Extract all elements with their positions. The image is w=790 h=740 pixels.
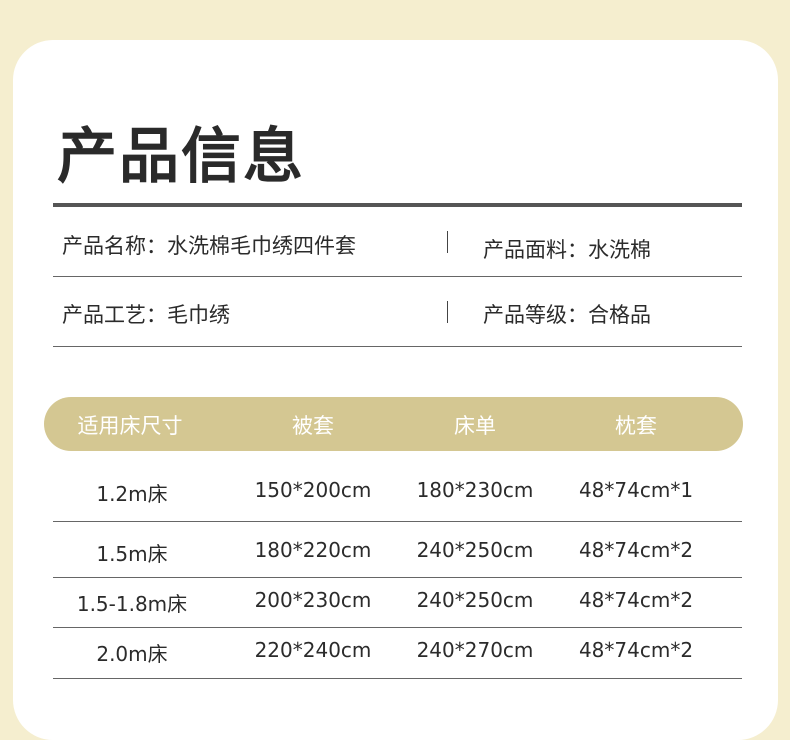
cell-duvet: 150*200cm [254,478,372,502]
product-fabric: 产品面料：水洗棉 [483,238,651,262]
title-divider [53,203,742,207]
cell-sheet: 240*270cm [416,638,534,662]
cell-bed-size: 2.0m床 [96,642,168,666]
product-grade: 产品等级：合格品 [483,303,651,327]
cell-bed-size: 1.2m床 [96,482,168,506]
cell-sheet: 180*230cm [416,478,534,502]
row-divider [53,678,742,679]
separator [447,231,448,253]
header-sheet: 床单 [454,414,496,438]
product-info-card [13,40,778,740]
size-table-header: 适用床尺寸 被套 床单 枕套 [44,397,743,451]
row-divider [53,577,742,578]
header-duvet: 被套 [292,414,334,438]
cell-pillowcase: 48*74cm*2 [578,538,694,562]
cell-duvet: 200*230cm [254,588,372,612]
product-craft: 产品工艺：毛巾绣 [62,303,230,327]
row-divider [53,627,742,628]
cell-bed-size: 1.5m床 [96,542,168,566]
header-bed-size: 适用床尺寸 [77,414,183,438]
cell-duvet: 180*220cm [254,538,372,562]
cell-sheet: 240*250cm [416,588,534,612]
cell-bed-size: 1.5-1.8m床 [76,592,188,616]
cell-pillowcase: 48*74cm*1 [578,478,694,502]
cell-pillowcase: 48*74cm*2 [578,588,694,612]
product-name: 产品名称：水洗棉毛巾绣四件套 [62,234,356,258]
cell-duvet: 220*240cm [254,638,372,662]
divider [53,276,742,277]
separator [447,301,448,323]
cell-sheet: 240*250cm [416,538,534,562]
header-pillowcase: 枕套 [615,414,657,438]
divider [53,346,742,347]
row-divider [53,521,742,522]
page-title: 产品信息 [57,122,305,192]
cell-pillowcase: 48*74cm*2 [578,638,694,662]
